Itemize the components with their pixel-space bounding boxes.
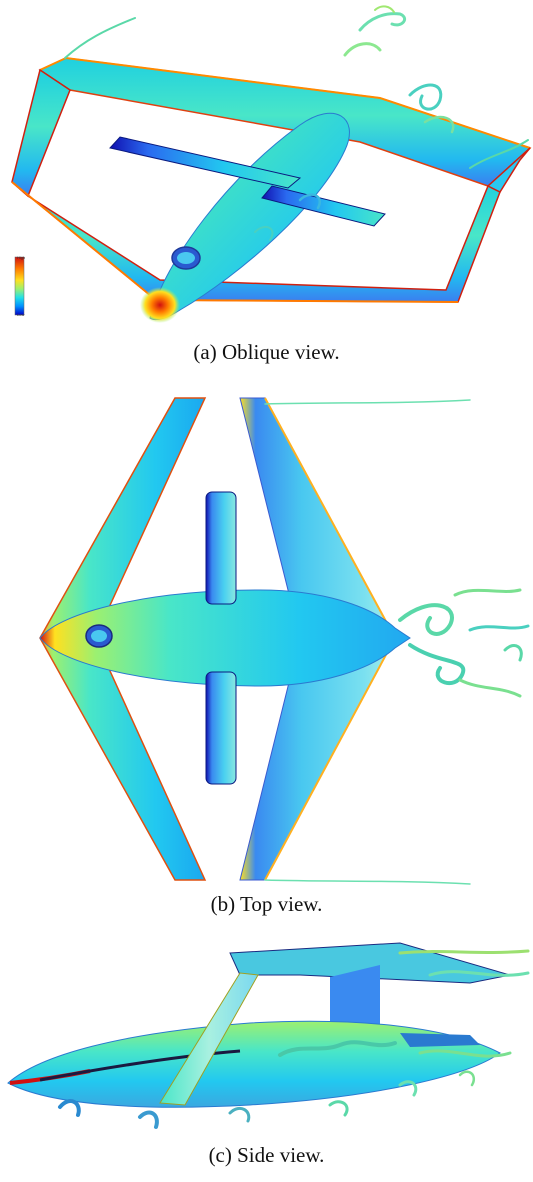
caption-top-view: (b) Top view. (0, 892, 533, 917)
caption-oblique-view: (a) Oblique view. (0, 340, 533, 365)
top-view-render (0, 390, 533, 890)
oblique-view-render: High Low (0, 0, 533, 340)
left-wingtip-plate (12, 70, 70, 196)
figure-panel-oblique: High Low (0, 0, 533, 340)
top-wing-side (230, 943, 510, 1027)
tail-side (400, 1033, 480, 1047)
colorbar-high-label: High (17, 255, 25, 260)
colorbar-low-label: Low (17, 312, 24, 317)
figure-panel-top (0, 390, 533, 890)
side-view-render (0, 935, 533, 1140)
caption-side-view: (c) Side view. (0, 1143, 533, 1168)
figure-panel-side (0, 935, 533, 1140)
colorbar-legend: High Low (15, 255, 25, 317)
